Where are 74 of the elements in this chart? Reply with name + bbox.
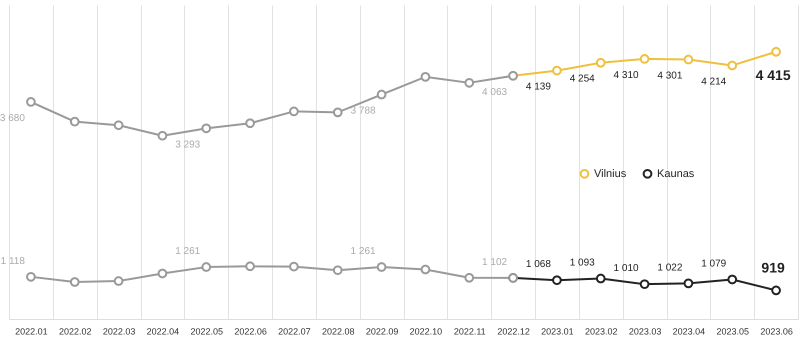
point [114,120,124,130]
x-tick-label: 2022.02 [58,326,92,336]
data-label: 1 079 [701,258,727,270]
point [640,279,650,290]
point [245,261,255,272]
point [201,262,212,272]
x-tick-label: 2022.10 [410,326,442,336]
data-label: 4 310 [614,70,640,81]
data-label: 4 063 [482,86,508,98]
point [158,268,168,278]
point [684,54,694,64]
point [420,264,430,274]
x-tick-label: 2022.05 [190,326,224,336]
point [158,130,168,141]
point [332,265,343,276]
x-tick-label: 2023.03 [628,326,662,336]
point [289,262,299,272]
point [552,66,562,76]
point [70,277,80,287]
x-tick-label: 2022.04 [146,326,180,336]
data-label: 1 118 [0,256,26,267]
data-label: 3 788 [350,106,376,117]
data-label: 919 [761,259,785,276]
x-tick-label: 2022.12 [497,326,530,336]
point [596,274,606,284]
point [684,278,694,288]
data-label: 3 680 [0,112,26,124]
data-label: 4 214 [701,76,727,88]
data-label: 1 093 [570,258,596,269]
point [332,108,343,118]
x-tick-label: 2022.07 [278,326,311,336]
x-tick-label: 2022.06 [234,326,267,336]
legend-label: Vilnius [594,168,627,180]
data-label: 1 022 [657,262,683,274]
point [727,60,738,70]
point [201,123,212,134]
data-label: 3 293 [175,139,201,150]
point [289,106,299,116]
point [26,272,36,282]
point [727,274,738,284]
point [420,72,430,82]
x-tick-label: 2022.01 [15,326,48,336]
point [26,97,36,107]
legend-label: Kaunas [657,168,695,180]
point [464,272,474,283]
data-label: 1 261 [175,246,201,258]
point [464,78,474,88]
point [245,118,255,128]
x-tick-label: 2022.08 [322,326,355,336]
point [771,46,781,57]
point [771,286,781,296]
point [640,54,650,64]
data-label: 1 102 [482,256,508,268]
x-tick-label: 2023.05 [716,326,750,336]
data-label: 4 301 [657,70,683,82]
x-tick-label: 2023.04 [672,326,706,336]
x-tick-label: 2022.11 [454,326,486,336]
data-label: 4 139 [526,82,552,93]
x-tick-label: 2023.01 [541,326,574,336]
data-label: 1 261 [350,246,376,258]
data-label: 1 010 [614,263,640,274]
x-tick-label: 2022.09 [366,326,398,336]
point [376,262,386,272]
data-label: 4 415 [756,66,791,83]
point [552,275,562,286]
point [376,90,386,100]
x-tick-label: 2022.03 [102,326,136,336]
point [70,116,80,127]
point [596,58,606,68]
point [114,276,124,286]
data-label: 4 254 [570,74,596,85]
x-tick-label: 2023.06 [760,326,793,336]
x-tick-label: 2023.02 [584,326,618,336]
data-label: 1 068 [526,259,552,270]
